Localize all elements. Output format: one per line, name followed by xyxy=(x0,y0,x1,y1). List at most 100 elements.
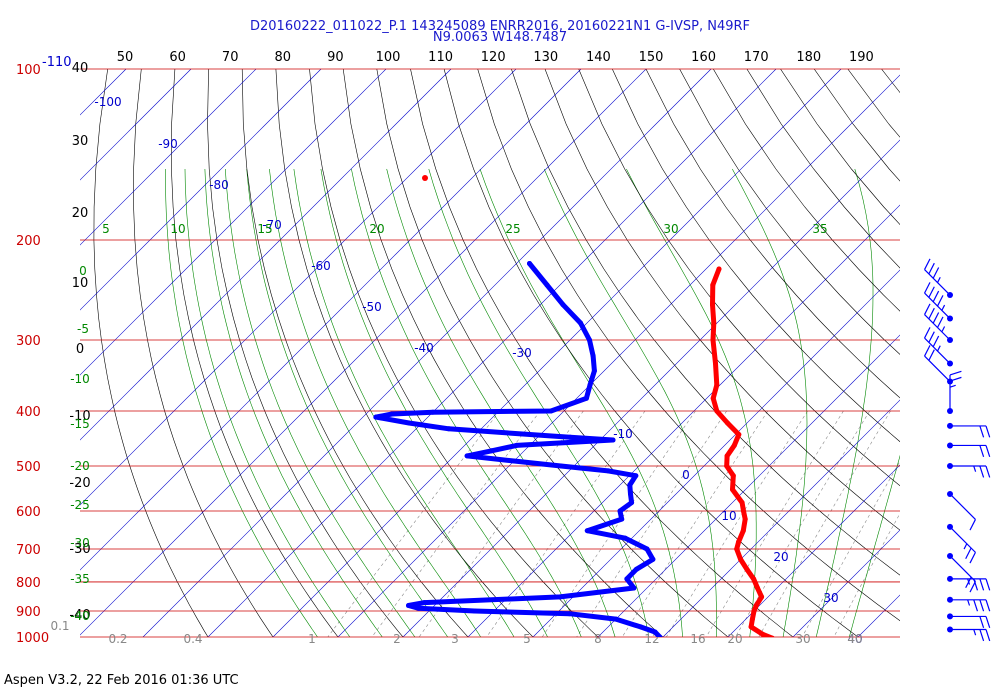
temperature-point xyxy=(742,516,748,522)
temperature-point xyxy=(710,282,716,288)
top-tick-label: 160 xyxy=(691,50,716,65)
temperature-point xyxy=(710,302,715,308)
mixing-ratio-label: 2 xyxy=(393,632,401,646)
wind-barb-flag xyxy=(973,599,979,612)
dewpoint-point xyxy=(584,528,590,534)
top-tick-label: 40 xyxy=(72,61,89,76)
wind-barb-dot xyxy=(947,552,953,559)
dewpoint-point xyxy=(629,500,635,506)
dry-adiabat-label: -20 xyxy=(69,476,90,491)
wind-barb-dot xyxy=(947,407,953,414)
wind-barb-flag xyxy=(979,425,985,438)
wind-barb-dot xyxy=(947,575,953,582)
mixing-ratio-label: 40 xyxy=(847,632,862,646)
dewpoint-point xyxy=(406,603,411,608)
pressure-label: 400 xyxy=(16,405,41,420)
dry-adiabat-line xyxy=(376,69,729,637)
temperature-point xyxy=(422,175,428,181)
temperature-point xyxy=(736,432,742,437)
isotherm-line xyxy=(80,69,582,571)
wind-barb-flag xyxy=(979,599,985,612)
dry-adiabat-line xyxy=(207,69,404,637)
wind-barb-dot xyxy=(947,523,953,530)
wind-barb-flag xyxy=(973,578,979,591)
dewpoint-point xyxy=(548,408,554,414)
dewpoint-point xyxy=(511,458,517,464)
wind-barb-flag xyxy=(985,629,991,642)
temperature-point xyxy=(755,585,760,591)
wind-barb-flag xyxy=(949,384,956,388)
temperature-point xyxy=(711,320,717,326)
isotherm-line xyxy=(80,69,647,636)
dry-adiabat-line xyxy=(275,69,534,637)
dewpoint-line xyxy=(373,261,663,637)
mixing-ratio-label: 16 xyxy=(690,632,705,646)
mixing-ratio-label: 30 xyxy=(795,632,810,646)
dry-adiabat-label: 0 xyxy=(76,342,84,357)
wind-barb-flag xyxy=(928,262,935,275)
dry-adiabat-line xyxy=(309,69,599,637)
mixing-ratio-line xyxy=(705,410,844,637)
moist-adiabat-label: -40 xyxy=(70,609,90,623)
isotherm-line xyxy=(337,74,900,637)
mixing-ratio-label: 8 xyxy=(594,632,602,646)
dewpoint-point xyxy=(633,566,639,572)
dry-adiabat-label: 10 xyxy=(72,276,89,291)
moist-adiabat-line xyxy=(732,168,808,637)
mixing-ratio-label: 3 xyxy=(451,632,459,646)
mixing-ratio-line xyxy=(371,410,541,637)
temperature-point xyxy=(753,603,759,608)
dry-adiabat-line xyxy=(578,69,900,487)
temperature-point xyxy=(738,556,744,562)
isotherm-line xyxy=(80,69,192,181)
dry-adiabat-line xyxy=(171,69,339,637)
isotherm-line xyxy=(402,139,900,637)
isotherm-label: -90 xyxy=(158,137,178,151)
wind-barb-dot xyxy=(947,463,953,470)
pressure-label: 200 xyxy=(16,234,41,249)
isotherm-label: -80 xyxy=(209,178,229,192)
moist-adiabat-label: 35 xyxy=(812,222,827,236)
wind-barb-flag xyxy=(936,276,941,283)
dry-adiabat-line xyxy=(612,69,900,443)
isotherm-label: -70 xyxy=(262,218,282,232)
temperature-point xyxy=(714,408,720,414)
top-tick-label: 70 xyxy=(222,50,239,65)
top-tick-label: 100 xyxy=(376,50,401,65)
moist-adiabat-label: 25 xyxy=(505,222,520,236)
pressure-label: 800 xyxy=(16,576,41,591)
top-tick-label: 190 xyxy=(849,50,874,65)
temperature-point xyxy=(741,508,746,514)
dewpoint-point xyxy=(406,420,412,426)
dewpoint-point xyxy=(650,556,656,562)
dry-adiabat-line xyxy=(645,69,900,399)
dewpoint-point xyxy=(389,411,395,417)
dry-adiabat-line xyxy=(544,69,900,531)
dewpoint-point xyxy=(567,434,573,440)
top-tick-label: 180 xyxy=(796,50,821,65)
dry-adiabat-label: 30 xyxy=(72,134,89,149)
dry-adiabat-line xyxy=(410,69,794,637)
wind-barb-flag xyxy=(932,290,940,303)
isotherm-line xyxy=(727,464,900,637)
mixing-ratio-label: 1 xyxy=(308,632,316,646)
dewpoint-point xyxy=(610,437,616,443)
pressure-label: 900 xyxy=(16,605,41,620)
wind-barb-flag xyxy=(965,547,972,560)
moist-adiabat-line xyxy=(269,168,482,637)
moist-adiabat-label: 10 xyxy=(170,222,185,236)
temperature-point xyxy=(759,594,765,600)
dry-adiabat-line xyxy=(679,69,900,355)
wind-barb-staff xyxy=(949,493,976,520)
dewpoint-point xyxy=(527,261,532,266)
wind-barb-flag xyxy=(928,349,935,361)
dewpoint-point xyxy=(489,448,495,454)
isotherm-label: 40 xyxy=(847,632,862,646)
dewpoint-point xyxy=(613,616,619,622)
isotherm-line xyxy=(923,69,1000,637)
dewpoint-point xyxy=(619,516,625,522)
mixing-ratio-line xyxy=(801,460,900,637)
moist-adiabat-label: 0 xyxy=(79,264,87,278)
dewpoint-point xyxy=(430,409,436,415)
isotherm-line xyxy=(80,69,387,376)
